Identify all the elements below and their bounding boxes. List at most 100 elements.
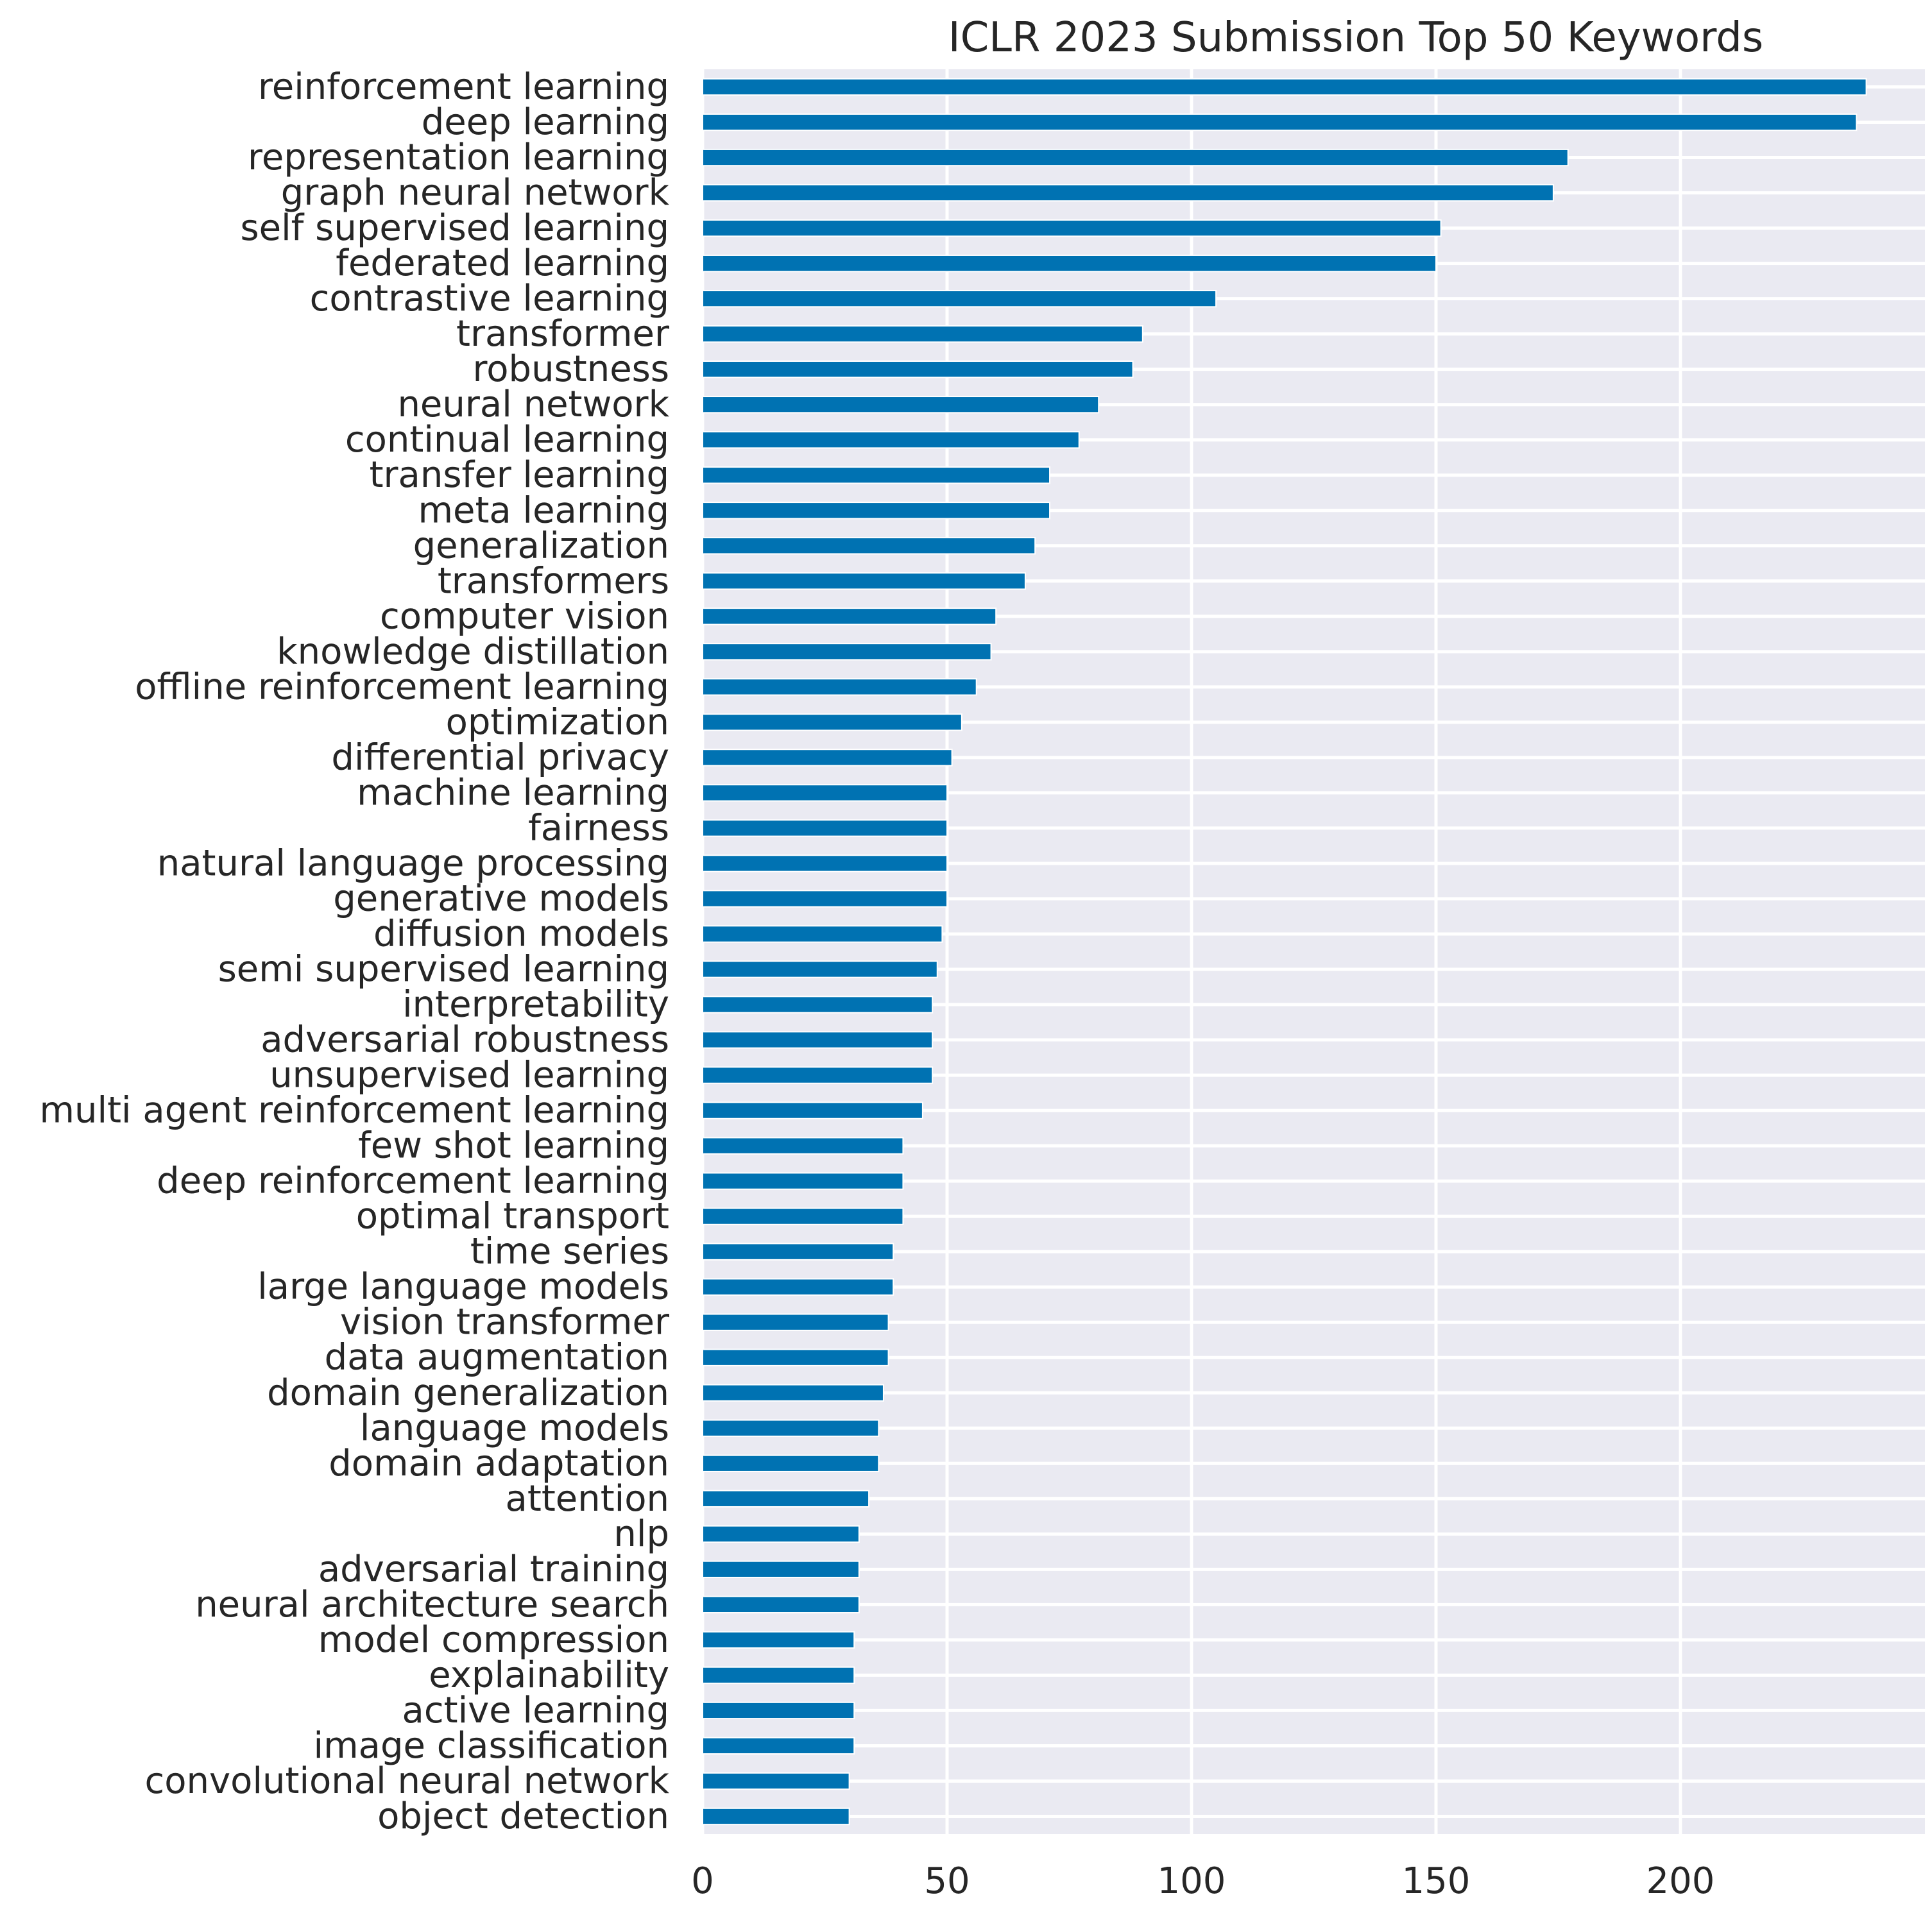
category-label: attention [506, 1478, 669, 1520]
bar-interpretability [702, 996, 934, 1014]
category-label: federated learning [336, 242, 669, 284]
x-tick-label: 200 [1646, 1860, 1715, 1902]
category-label: knowledge distillation [277, 631, 669, 672]
bar-transfer-learning [702, 466, 1051, 484]
category-label: large language models [257, 1266, 669, 1308]
bar-neural-architecture-search [702, 1595, 860, 1614]
bar-representation-learning [702, 148, 1569, 167]
category-label: natural language processing [157, 842, 669, 884]
x-tick-label: 100 [1158, 1860, 1226, 1902]
bar-federated-learning [702, 254, 1437, 273]
category-label: adversarial training [318, 1549, 669, 1590]
bar-self-supervised-learning [702, 219, 1442, 237]
category-label: generative models [333, 878, 669, 919]
bar-meta-learning [702, 502, 1051, 520]
bar-language-models [702, 1419, 880, 1437]
bar-transformers [702, 572, 1026, 590]
bar-fairness [702, 819, 948, 837]
category-label: semi supervised learning [218, 949, 669, 990]
bar-machine-learning [702, 784, 948, 802]
category-label: optimal transport [356, 1196, 669, 1237]
bar-robustness [702, 361, 1134, 378]
x-tick-label: 50 [924, 1860, 970, 1902]
bar-time-series [702, 1243, 894, 1261]
category-label: differential privacy [331, 736, 669, 778]
x-ticks-layer: 0 50 100 150 200 [691, 1860, 1714, 1902]
chart-title: ICLR 2023 Submission Top 50 Keywords [948, 14, 1764, 62]
category-label: active learning [402, 1690, 669, 1731]
category-label: machine learning [357, 772, 669, 813]
bar-optimal-transport [702, 1207, 904, 1225]
category-label: optimization [446, 701, 669, 743]
category-label: data augmentation [325, 1337, 669, 1379]
category-label: multi agent reinforcement learning [39, 1090, 669, 1132]
category-label: neural network [397, 384, 669, 425]
category-label: offline reinforcement learning [135, 666, 669, 708]
category-label: language models [360, 1407, 669, 1449]
bar-semi-supervised-learning [702, 960, 938, 978]
category-label: vision transformer [340, 1302, 670, 1343]
x-tick-label: 150 [1402, 1860, 1471, 1902]
category-label: interpretability [402, 984, 669, 1026]
bar-object-detection [702, 1807, 850, 1826]
bar-adversarial-training [702, 1560, 860, 1579]
category-label: few shot learning [358, 1125, 669, 1167]
bar-domain-adaptation [702, 1454, 880, 1472]
category-label: time series [470, 1231, 669, 1273]
bar-vision-transformer [702, 1313, 889, 1331]
bar-explainability [702, 1666, 855, 1685]
bar-large-language-models [702, 1278, 894, 1296]
bar-natural-language-processing [702, 854, 948, 872]
bar-data-augmentation [702, 1348, 889, 1366]
bar-knowledge-distillation [702, 643, 992, 661]
category-label: nlp [613, 1513, 669, 1555]
bar-deep-reinforcement-learning [702, 1172, 904, 1190]
category-label: continual learning [345, 419, 669, 461]
category-label: contrastive learning [310, 278, 669, 319]
category-label: domain generalization [267, 1372, 669, 1414]
category-label: neural architecture search [195, 1584, 669, 1626]
bar-adversarial-robustness [702, 1031, 934, 1049]
bar-diffusion-models [702, 925, 943, 943]
bar-model-compression [702, 1631, 855, 1649]
category-label: deep reinforcement learning [157, 1160, 669, 1202]
bar-convolutional-neural-network [702, 1772, 850, 1790]
bar-differential-privacy [702, 749, 953, 767]
bar-computer-vision [702, 607, 997, 625]
category-label: generalization [413, 525, 669, 566]
category-label: self supervised learning [240, 207, 669, 249]
bar-offline-reinforcement-learning [702, 678, 977, 696]
bar-active-learning [702, 1701, 855, 1720]
bar-neural-network [702, 396, 1100, 414]
category-label: computer vision [380, 595, 669, 637]
bar-nlp [702, 1525, 860, 1543]
bar-deep-learning [702, 113, 1858, 132]
category-label: domain adaptation [329, 1443, 669, 1484]
category-label: convolutional neural network [145, 1760, 670, 1802]
category-label: robustness [472, 348, 669, 390]
bar-few-shot-learning [702, 1137, 904, 1155]
bar-generalization [702, 537, 1036, 555]
bar-image-classification [702, 1737, 855, 1755]
category-label: transfer learning [370, 454, 669, 496]
category-label: explainability [429, 1654, 669, 1696]
bar-generative-models [702, 890, 948, 908]
category-label: graph neural network [281, 172, 670, 214]
category-label: deep learning [422, 101, 669, 143]
bar-contrastive-learning [702, 289, 1217, 308]
category-label: representation learning [248, 137, 669, 178]
bar-multi-agent-reinforcement-learning [702, 1101, 923, 1119]
category-label: adversarial robustness [261, 1019, 669, 1061]
bar-domain-generalization [702, 1384, 884, 1402]
bar-transformer [702, 325, 1143, 343]
category-label: image classification [314, 1725, 669, 1767]
bar-continual-learning [702, 431, 1080, 449]
x-tick-label: 0 [691, 1860, 714, 1902]
bars-layer [702, 78, 1867, 1826]
bar-optimization [702, 713, 962, 731]
category-label: fairness [528, 807, 669, 849]
category-label: meta learning [418, 489, 669, 531]
